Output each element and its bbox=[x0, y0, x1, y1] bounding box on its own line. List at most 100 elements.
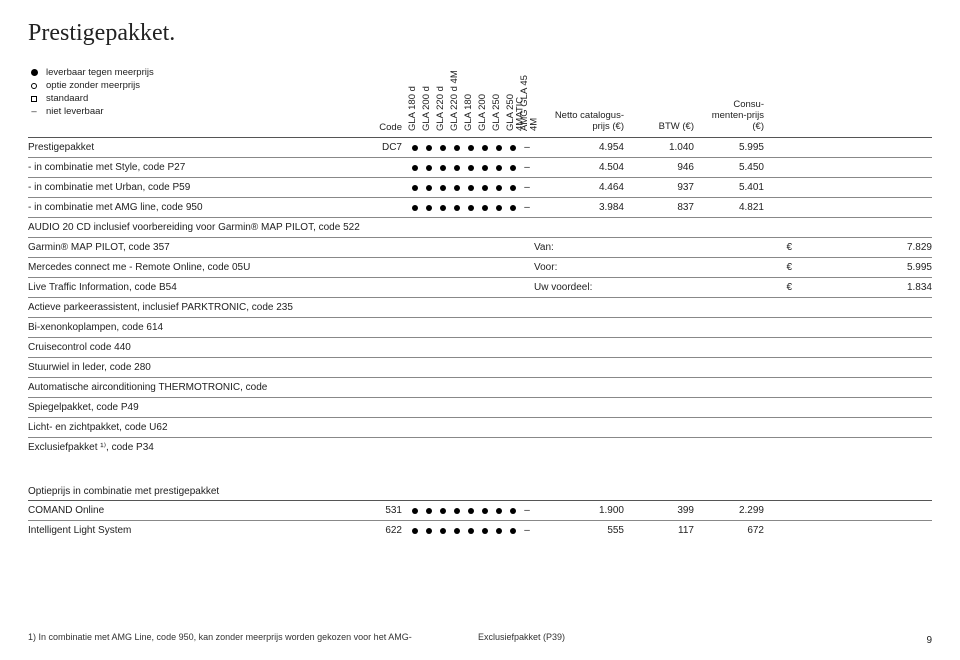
availability-cell bbox=[408, 145, 422, 151]
availability-cell bbox=[450, 205, 464, 211]
row-desc: - in combinatie met AMG line, code 950 bbox=[28, 199, 348, 216]
section2-table: COMAND Online531–1.9003992.299Intelligen… bbox=[28, 500, 932, 540]
legend-dash-label: niet leverbaar bbox=[46, 106, 104, 117]
trailing-rows: Actieve parkeerassistent, inclusief PARK… bbox=[28, 297, 932, 457]
availability-cell bbox=[478, 205, 492, 211]
dot-filled-icon bbox=[454, 508, 460, 514]
dot-filled-icon bbox=[426, 165, 432, 171]
dot-filled-icon bbox=[440, 185, 446, 191]
availability-cell bbox=[422, 205, 436, 211]
table-row: AUDIO 20 CD inclusief voorbereiding voor… bbox=[28, 217, 932, 237]
availability-cell bbox=[478, 185, 492, 191]
legend-open: optie zonder meerprijs bbox=[28, 80, 348, 91]
row-desc: Mercedes connect me - Remote Online, cod… bbox=[28, 262, 348, 273]
row-desc: COMAND Online bbox=[28, 502, 348, 519]
row-cons: 5.995 bbox=[694, 142, 764, 153]
row-amount: 5.995 bbox=[862, 262, 932, 273]
availability-cell bbox=[492, 185, 506, 191]
availability-cell bbox=[436, 165, 450, 171]
availability-cell bbox=[436, 508, 450, 514]
table-row: Actieve parkeerassistent, inclusief PARK… bbox=[28, 297, 932, 317]
availability-cell bbox=[450, 185, 464, 191]
row-netto: 4.954 bbox=[534, 142, 624, 153]
page-title: Prestigepakket. bbox=[28, 20, 932, 47]
dash-icon: – bbox=[524, 202, 530, 213]
row-btw: 399 bbox=[624, 505, 694, 516]
availability-cell bbox=[450, 528, 464, 534]
dot-filled-icon bbox=[510, 145, 516, 151]
row-cons: 2.299 bbox=[694, 505, 764, 516]
labeled-rows: Garmin® MAP PILOT, code 357Van:€7.829 Mer… bbox=[28, 237, 932, 297]
availability-cell bbox=[464, 508, 478, 514]
dot-filled-icon bbox=[468, 508, 474, 514]
table-row: Intelligent Light System622–555117672 bbox=[28, 520, 932, 540]
availability-cell bbox=[506, 145, 520, 151]
dash-icon: – bbox=[524, 505, 530, 516]
row-netto: 4.504 bbox=[534, 162, 624, 173]
row-desc: Cruisecontrol code 440 bbox=[28, 339, 932, 356]
table-row: - in combinatie met Style, code P27–4.50… bbox=[28, 157, 932, 177]
table-row: PrestigepakketDC7–4.9541.0405.995 bbox=[28, 137, 932, 157]
col-0: GLA 180 d bbox=[408, 65, 422, 133]
table-row: Mercedes connect me - Remote Online, cod… bbox=[28, 257, 932, 277]
dash-icon: – bbox=[524, 525, 530, 536]
code-header: Code bbox=[348, 122, 408, 133]
row-currency: € bbox=[778, 262, 792, 273]
availability-cell bbox=[422, 165, 436, 171]
dot-filled-icon bbox=[412, 145, 418, 151]
col-3: GLA 220 d 4M bbox=[450, 65, 464, 133]
plain-rows: AUDIO 20 CD inclusief voorbereiding voor… bbox=[28, 217, 932, 237]
row-currency: € bbox=[778, 282, 792, 293]
main-table: PrestigepakketDC7–4.9541.0405.995- in co… bbox=[28, 137, 932, 217]
table-row: Cruisecontrol code 440 bbox=[28, 337, 932, 357]
availability-cell bbox=[422, 508, 436, 514]
dot-filled-icon bbox=[440, 508, 446, 514]
dot-filled-icon bbox=[482, 528, 488, 534]
availability-cell bbox=[492, 528, 506, 534]
availability-cell bbox=[478, 528, 492, 534]
dot-filled-icon bbox=[440, 165, 446, 171]
row-amount: 1.834 bbox=[862, 282, 932, 293]
cons-header: Consu-menten-prijs (€) bbox=[694, 100, 764, 133]
row-btw: 937 bbox=[624, 182, 694, 193]
dot-filled-icon bbox=[440, 528, 446, 534]
row-desc: Stuurwiel in leder, code 280 bbox=[28, 359, 932, 376]
dot-filled-icon bbox=[496, 185, 502, 191]
dot-filled-icon bbox=[412, 528, 418, 534]
availability-cell: – bbox=[520, 505, 534, 516]
legend-open-label: optie zonder meerprijs bbox=[46, 80, 140, 91]
availability-cell bbox=[492, 165, 506, 171]
row-desc: Live Traffic Information, code B54 bbox=[28, 282, 348, 293]
row-cons: 5.450 bbox=[694, 162, 764, 173]
dot-filled-icon bbox=[496, 508, 502, 514]
dot-filled-icon bbox=[440, 145, 446, 151]
table-row: Exclusiefpakket ¹⁾, code P34 bbox=[28, 437, 932, 457]
dot-filled-icon bbox=[31, 69, 38, 76]
dot-filled-icon bbox=[412, 508, 418, 514]
dot-filled-icon bbox=[482, 145, 488, 151]
dot-filled-icon bbox=[440, 205, 446, 211]
footnote: 1) In combinatie met AMG Line, code 950,… bbox=[28, 632, 932, 642]
availability-cell bbox=[506, 205, 520, 211]
table-row: Garmin® MAP PILOT, code 357Van:€7.829 bbox=[28, 237, 932, 257]
row-desc: - in combinatie met Style, code P27 bbox=[28, 159, 348, 176]
row-cons: 672 bbox=[694, 525, 764, 536]
availability-cell bbox=[464, 185, 478, 191]
col-5: GLA 200 bbox=[478, 65, 492, 133]
availability-cell bbox=[436, 205, 450, 211]
table-row: - in combinatie met AMG line, code 950–3… bbox=[28, 197, 932, 217]
dot-filled-icon bbox=[510, 205, 516, 211]
dot-filled-icon bbox=[454, 205, 460, 211]
dot-filled-icon bbox=[496, 165, 502, 171]
row-label: Van: bbox=[534, 242, 778, 253]
dot-filled-icon bbox=[468, 205, 474, 211]
row-cons: 5.401 bbox=[694, 182, 764, 193]
header-area: leverbaar tegen meerprijs optie zonder m… bbox=[28, 65, 932, 133]
btw-header: BTW (€) bbox=[624, 122, 694, 133]
dot-filled-icon bbox=[412, 205, 418, 211]
col-8: AMG GLA 45 4M bbox=[520, 65, 534, 133]
dash-icon: – bbox=[28, 106, 40, 117]
availability-cell bbox=[422, 528, 436, 534]
dot-filled-icon bbox=[510, 185, 516, 191]
table-row: COMAND Online531–1.9003992.299 bbox=[28, 500, 932, 520]
